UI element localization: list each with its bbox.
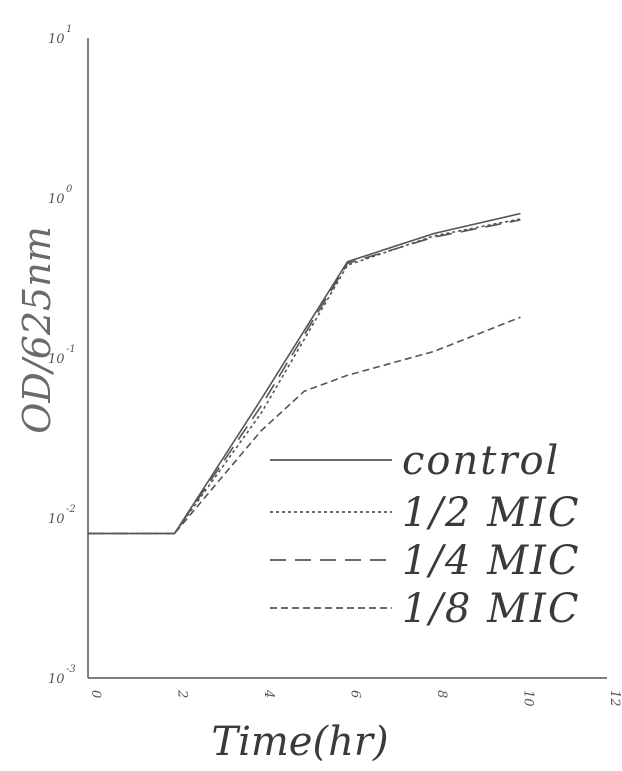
series-line-4 <box>88 316 521 535</box>
x-tick-label: 6 <box>348 690 363 698</box>
x-tick-label: 12 <box>607 690 622 707</box>
legend-label: 1/2 MIC <box>402 490 580 536</box>
y-tick-exponent: -2 <box>66 504 76 515</box>
series-lines <box>88 212 521 535</box>
legend-label: 1/8 MIC <box>402 586 580 632</box>
y-tick-base: 10 <box>48 672 65 687</box>
x-tick-label: 10 <box>521 690 536 707</box>
x-tick-label: 0 <box>88 690 103 698</box>
legend-label: control <box>402 438 560 484</box>
y-tick-base: 10 <box>48 32 65 47</box>
series-line-2 <box>88 218 521 535</box>
series-line-1 <box>88 212 521 535</box>
x-axis-label: Time(hr) <box>211 719 388 765</box>
y-tick-exponent: -1 <box>66 344 76 355</box>
y-tick-exponent: 0 <box>66 184 73 195</box>
y-tick-base: 10 <box>48 192 65 207</box>
y-tick-base: 10 <box>48 512 65 527</box>
chart-axes <box>87 38 607 679</box>
x-tick-label: 4 <box>261 689 276 698</box>
y-axis-label: OD/625nm <box>15 226 59 433</box>
y-tick-base: 10 <box>48 352 65 367</box>
x-tick-labels: 0 2 4 6 8 10 12 <box>88 689 622 707</box>
y-tick-exponent: 1 <box>66 24 72 35</box>
legend-label: 1/4 MIC <box>402 538 580 584</box>
x-tick-label: 8 <box>434 690 449 698</box>
x-tick-label: 2 <box>175 689 190 698</box>
y-tick-exponent: -3 <box>66 664 76 675</box>
series-line-3 <box>88 219 521 535</box>
